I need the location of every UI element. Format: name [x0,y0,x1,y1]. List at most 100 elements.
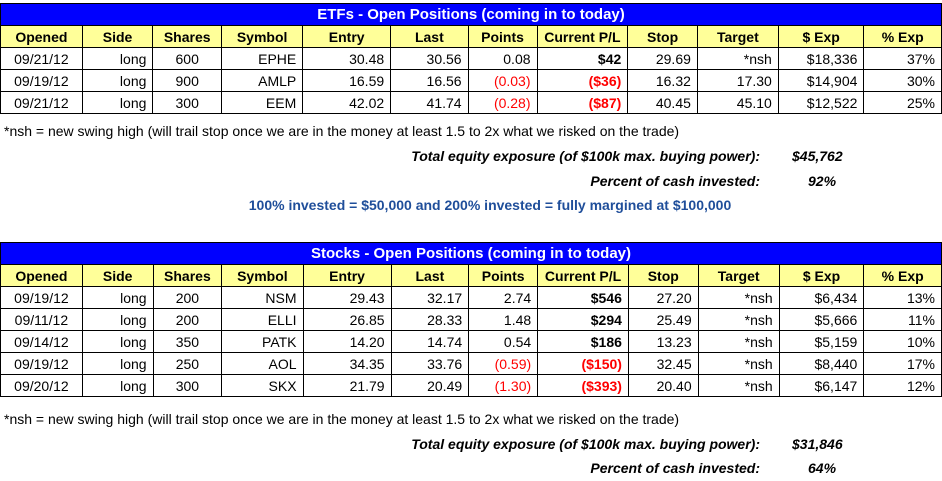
cell-shares: 900 [152,69,222,92]
cell-current-pl: $546 [537,286,629,309]
cell-side: long [81,330,154,353]
cell-shares: 350 [152,330,223,353]
cell-shares: 200 [152,286,223,309]
cell-target: *nsh [696,47,779,70]
cell-symbol: SKX [221,374,304,397]
column-header: % Exp [863,25,942,48]
cell-percent-exp: 11% [863,308,942,331]
cell-stop: 20.40 [627,374,699,397]
cell-dollar-exp: $6,434 [778,286,865,309]
etf-cash-label: Percent of cash invested: [590,173,760,189]
column-header: $ Exp [778,264,865,287]
column-header: Target [696,25,779,48]
etf-exposure-label: Total equity exposure (of $100k max. buy… [411,148,760,164]
cell-percent-exp: 17% [863,352,942,375]
cell-symbol: AMLP [220,69,304,92]
stocks-nsh-footnote: *nsh = new swing high (will trail stop o… [4,411,680,427]
cell-percent-exp: 10% [863,330,942,353]
stocks-exposure-value: $31,846 [792,436,843,452]
etf-header-row: Opened Side Shares Symbol Entry Last Poi… [0,25,942,48]
stocks-exposure-label: Total equity exposure (of $100k max. buy… [411,436,760,452]
cell-stop: 16.32 [627,69,698,92]
stocks-cash-value: 64% [808,460,837,476]
stocks-header-row: Opened Side Shares Symbol Entry Last Poi… [0,264,942,287]
cell-side: long [81,91,154,114]
column-header: Shares [152,25,222,48]
cell-opened: 09/19/12 [0,352,83,375]
invested-explanation: 100% invested = $50,000 and 200% investe… [248,197,732,213]
cell-current-pl: $294 [537,308,629,331]
table-row: 09/19/12 long 900 AMLP 16.59 16.56 (0.03) ($36)… [0,69,942,92]
cell-dollar-exp: $6,147 [778,374,865,397]
cell-last: 14.74 [390,330,470,353]
cell-current-pl: $42 [536,47,629,70]
cell-percent-exp: 37% [863,47,942,70]
cell-dollar-exp: $8,440 [778,352,865,375]
cell-shares: 600 [152,47,222,70]
cell-last: 33.76 [390,352,470,375]
cell-side: long [81,374,154,397]
cell-entry: 16.59 [302,69,392,92]
cell-dollar-exp: $5,666 [778,308,865,331]
cell-entry: 29.43 [302,286,392,309]
cell-target: *nsh [697,374,780,397]
cell-entry: 34.35 [302,352,392,375]
cell-entry: 26.85 [302,308,392,331]
cell-points: 2.74 [468,286,539,309]
etf-table-title: ETFs - Open Positions (coming in to toda… [0,3,942,26]
etf-nsh-footnote: *nsh = new swing high (will trail stop o… [4,123,680,139]
cell-stop: 29.69 [627,47,698,70]
cell-stop: 27.20 [627,286,699,309]
cell-symbol: PATK [221,330,304,353]
cell-percent-exp: 25% [863,91,942,114]
cell-side: long [81,352,154,375]
cell-points: 0.54 [468,330,539,353]
etf-exposure-value: $45,762 [792,148,843,164]
column-header: Points [467,25,538,48]
cell-stop: 40.45 [627,91,698,114]
cell-opened: 09/14/12 [0,330,83,353]
cell-last: 20.49 [390,374,470,397]
cell-symbol: EEM [220,91,304,114]
table-row: 09/21/12 long 600 EPHE 30.48 30.56 0.08 $42 29.6… [0,47,942,70]
cell-opened: 09/21/12 [0,47,83,70]
column-header: Symbol [220,25,304,48]
column-header: Entry [302,25,392,48]
cell-dollar-exp: $12,522 [777,91,865,114]
cell-opened: 09/19/12 [0,286,83,309]
column-header: Current P/L [537,264,629,287]
cell-points: (0.03) [467,69,538,92]
table-row: 09/14/12 long 350 PATK 14.20 14.74 0.54 $186 13.… [0,330,942,353]
cell-opened: 09/19/12 [0,69,83,92]
column-header: % Exp [863,264,942,287]
cell-percent-exp: 12% [863,374,942,397]
cell-shares: 200 [152,308,223,331]
column-header: Symbol [221,264,304,287]
column-header: Points [468,264,539,287]
cell-entry: 14.20 [302,330,392,353]
cell-last: 16.56 [390,69,469,92]
cell-symbol: EPHE [220,47,304,70]
cell-last: 41.74 [390,91,469,114]
cell-target: *nsh [697,308,780,331]
cell-symbol: NSM [221,286,304,309]
stocks-table-title: Stocks - Open Positions (coming in to to… [0,242,942,265]
column-header: Target [697,264,780,287]
cell-shares: 250 [152,352,223,375]
cell-target: *nsh [697,286,780,309]
cell-points: 0.08 [467,47,538,70]
table-row: 09/19/12 long 250 AOL 34.35 33.76 (0.59) ($150)… [0,352,942,375]
cell-opened: 09/11/12 [0,308,83,331]
column-header: Last [390,25,469,48]
stocks-cash-label: Percent of cash invested: [590,460,760,476]
table-row: 09/19/12 long 200 NSM 29.43 32.17 2.74 $546 27.2… [0,286,942,309]
cell-entry: 30.48 [302,47,392,70]
column-header: Entry [302,264,392,287]
stocks-positions-table: Stocks - Open Positions (coming in to to… [0,242,942,397]
cell-current-pl: ($150) [537,352,629,375]
cell-side: long [81,308,154,331]
cell-current-pl: ($36) [536,69,629,92]
column-header: Opened [0,264,83,287]
cell-symbol: ELLI [221,308,304,331]
cell-target: *nsh [697,352,780,375]
